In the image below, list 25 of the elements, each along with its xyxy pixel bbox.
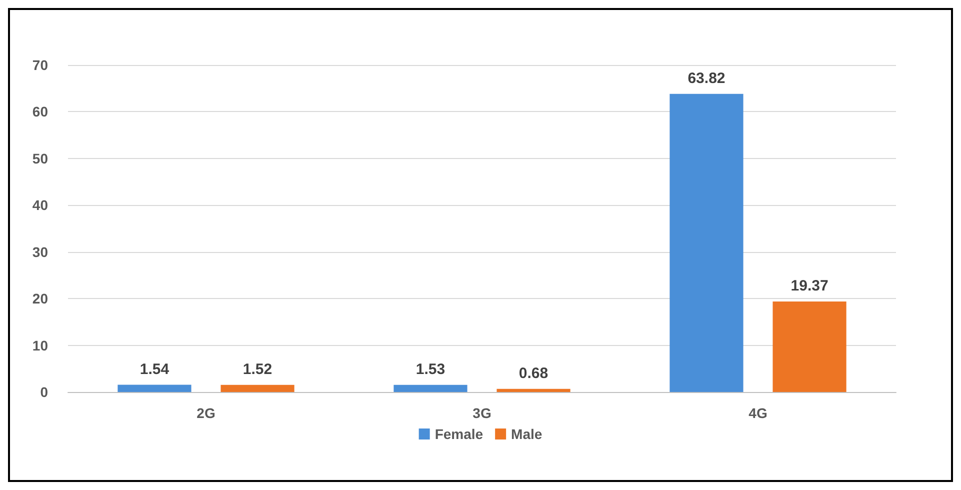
bar <box>772 302 846 392</box>
y-tick-label: 0 <box>40 384 48 400</box>
data-label: 0.68 <box>518 364 548 382</box>
y-tick-label: 60 <box>32 104 48 120</box>
x-tick-label: 4G <box>748 405 768 421</box>
y-tick-label: 70 <box>32 57 48 73</box>
y-tick-label: 20 <box>32 290 48 307</box>
x-tick-label: 2G <box>196 405 216 421</box>
data-label: 19.37 <box>790 278 828 295</box>
legend-label: Male <box>511 426 542 442</box>
bar <box>670 94 744 392</box>
y-tick-label: 40 <box>32 197 48 214</box>
y-tick-label: 10 <box>32 337 48 354</box>
y-tick-label: 50 <box>32 150 48 166</box>
bar <box>118 384 192 392</box>
data-label: 63.82 <box>688 70 726 87</box>
data-label: 1.53 <box>416 360 446 378</box>
x-tick-label: 3G <box>472 405 492 421</box>
y-tick-label: 30 <box>32 244 48 260</box>
data-label: 1.54 <box>140 360 170 378</box>
legend-label: Female <box>434 426 484 442</box>
data-label: 1.52 <box>242 360 272 378</box>
bar <box>220 384 294 392</box>
bar <box>394 384 468 392</box>
bar <box>496 388 570 392</box>
